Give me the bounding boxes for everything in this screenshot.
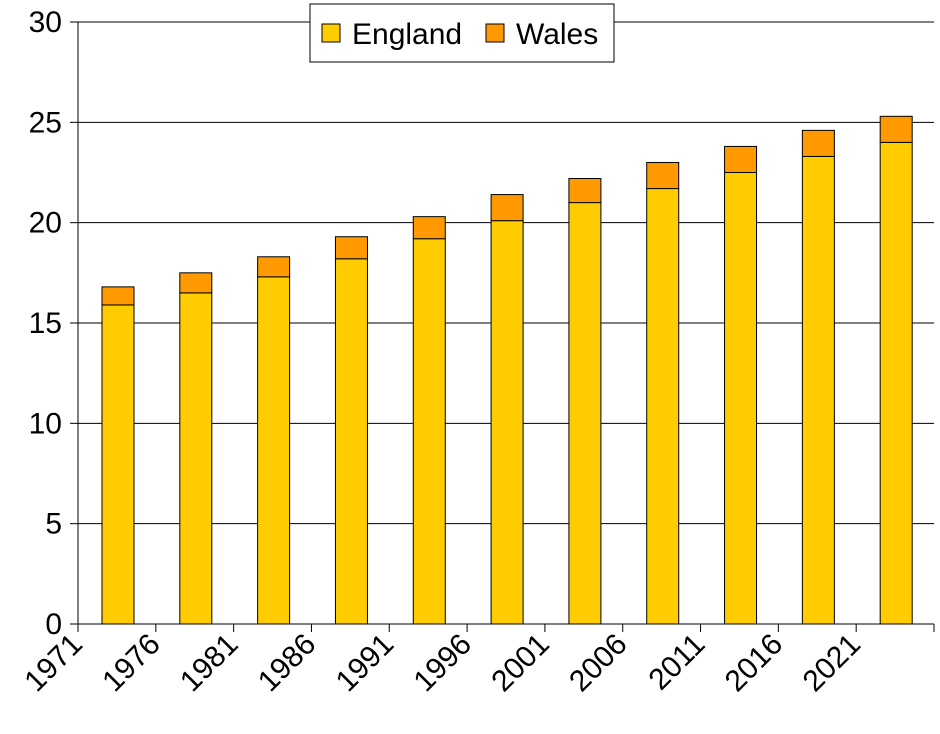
bar-england-1981 (257, 276, 291, 625)
bar-wales-2016 (801, 129, 835, 157)
x-axis-ticks: 1971 1976 1981 1986 1991 1996 2001 2006 2011 2016… (18, 624, 935, 699)
y-tick-label: 0 (45, 608, 62, 641)
y-tick-label: 20 (29, 207, 62, 240)
bar-england-1996 (490, 220, 524, 625)
x-tick-label: 1976 (96, 628, 167, 699)
bar-wales-1996 (490, 194, 524, 222)
bar-wales-2001 (568, 178, 602, 204)
y-tick-label: 10 (29, 407, 62, 440)
x-tick-label: 2016 (719, 628, 790, 699)
bar-england-1976 (179, 292, 213, 625)
bar-wales-1991 (412, 216, 446, 240)
bar-wales-1976 (179, 272, 213, 294)
bar-england-2011 (724, 172, 758, 625)
bar-england-2016 (801, 155, 835, 625)
x-tick-label: 2011 (643, 628, 712, 697)
y-tick-label: 5 (45, 508, 62, 541)
legend-label-wales: Wales (516, 18, 598, 51)
x-tick-label: 1971 (18, 628, 89, 699)
legend-label-england: England (352, 18, 462, 51)
bar-england-2006 (646, 188, 680, 625)
legend-swatch-england (321, 23, 341, 43)
legend-box (309, 3, 615, 63)
bar-wales-2006 (646, 161, 680, 190)
legend: England Wales (309, 3, 615, 63)
x-tick-label: 2001 (485, 628, 556, 699)
x-tick-label: 2006 (563, 628, 634, 699)
bar-england-1971 (101, 304, 135, 625)
bar-wales-2021 (879, 115, 913, 143)
bar-wales-1986 (334, 236, 368, 260)
y-tick-label: 30 (29, 6, 62, 39)
bar-england-2021 (879, 141, 913, 625)
bar-england-2001 (568, 202, 602, 625)
x-tick-label: 1981 (174, 628, 245, 699)
x-tick-label: 1996 (408, 628, 479, 699)
y-tick-label: 25 (29, 106, 62, 139)
legend-swatch-wales (485, 23, 505, 43)
bar-england-1991 (412, 238, 446, 625)
y-axis-ticks: 0 5 10 15 20 25 30 (29, 6, 78, 641)
y-tick-label: 15 (29, 307, 62, 340)
bar-series (101, 115, 913, 625)
bar-england-1986 (334, 258, 368, 625)
x-tick-label: 2021 (797, 628, 868, 699)
x-tick-label: 1986 (252, 628, 323, 699)
bar-wales-1981 (257, 256, 291, 278)
bar-wales-1971 (101, 286, 135, 306)
bar-wales-2011 (724, 145, 758, 173)
x-tick-label: 1991 (330, 628, 401, 699)
